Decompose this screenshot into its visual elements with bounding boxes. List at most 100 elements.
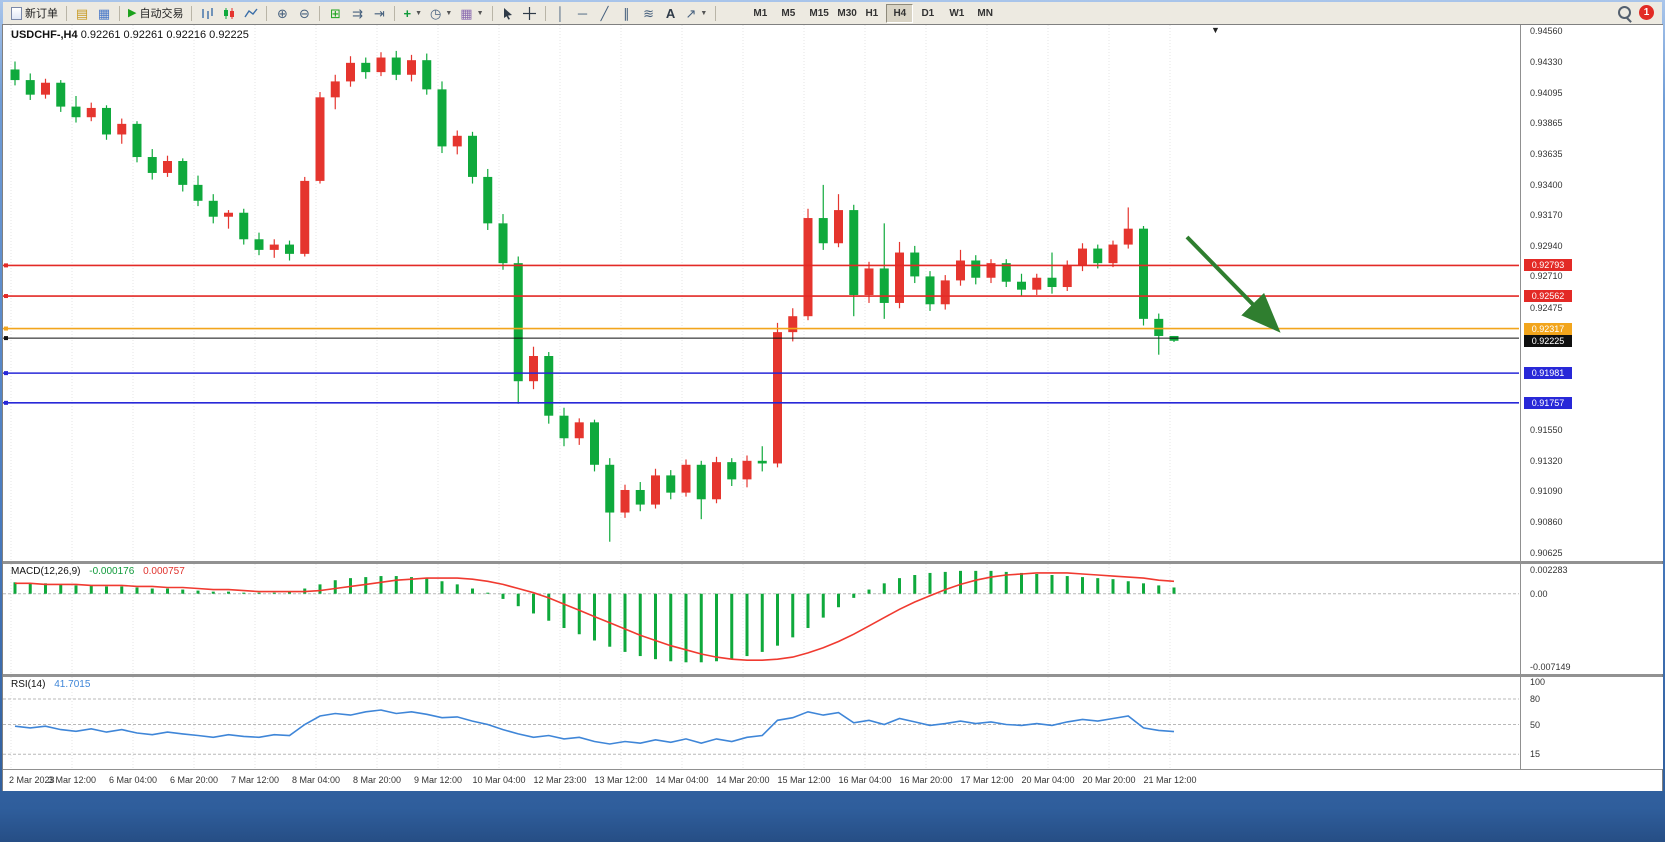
macd-canvas[interactable] <box>3 564 1519 674</box>
new-order-icon <box>11 6 22 20</box>
timeframe-button-m15[interactable]: M15 <box>802 4 829 23</box>
current-price-tag: 0.92225 <box>1524 334 1572 347</box>
rsi-name: RSI(14) <box>11 679 46 690</box>
macd-axis[interactable]: 0.002283 0.00 -0.007149 <box>1520 564 1663 674</box>
horizontal-line-icon: ─ <box>577 5 588 21</box>
timeframe-button-w1[interactable]: W1 <box>942 4 969 23</box>
trendline-tool-button[interactable]: ╱ <box>594 3 616 23</box>
line-chart-icon <box>244 8 259 17</box>
price-tick: 0.91550 <box>1530 425 1563 436</box>
crosshair-icon <box>523 6 537 20</box>
line-chart-button[interactable] <box>240 3 262 23</box>
timeframe-button-m1[interactable]: M1 <box>746 4 773 23</box>
periods-button[interactable]: ◷ ▼ <box>426 3 456 23</box>
indicators-button[interactable]: + ▼ <box>399 3 426 23</box>
chart-shift-icon: ⇥ <box>374 5 385 21</box>
new-chart-icon: ▤ <box>75 5 89 21</box>
time-axis-label: 21 Mar 12:00 <box>1143 775 1197 785</box>
time-axis-label: 14 Mar 04:00 <box>655 775 709 785</box>
trend-arrow-annotation[interactable] <box>1185 235 1281 333</box>
time-axis-label: 9 Mar 12:00 <box>413 775 463 785</box>
toolbar-separator <box>191 5 193 21</box>
ohlc-values: 0.92261 0.92261 0.92216 0.92225 <box>80 29 249 41</box>
autotrading-button[interactable]: ▶ 自动交易 <box>124 3 187 23</box>
time-axis-label: 8 Mar 04:00 <box>291 775 341 785</box>
price-tick: 0.93400 <box>1530 179 1563 190</box>
time-axis[interactable]: 2 Mar 2023 3 Mar 12:00 6 Mar 04:00 6 Mar 20… <box>3 769 1662 791</box>
time-axis-label: 8 Mar 20:00 <box>352 775 402 785</box>
zoom-out-icon: ⊖ <box>299 5 310 21</box>
toolbar-right-group: 1 <box>1618 5 1654 20</box>
channel-tool-button[interactable]: ∥ <box>616 3 638 23</box>
autotrading-play-icon: ▶ <box>128 6 137 19</box>
notification-badge[interactable]: 1 <box>1639 5 1654 20</box>
chart-profiles-button[interactable]: ▦ <box>93 3 115 23</box>
candlestick-chart-icon <box>224 7 235 19</box>
new-order-button[interactable]: 新订单 <box>7 3 62 23</box>
timeframe-group: M1 M5 M15 M30 H1 H4 D1 W1 MN <box>746 3 997 23</box>
timeframe-button-m30[interactable]: M30 <box>830 4 857 23</box>
autotrading-label: 自动交易 <box>139 8 184 20</box>
macd-name: MACD(12,26,9) <box>11 566 81 577</box>
timeframe-button-m5[interactable]: M5 <box>774 4 801 23</box>
level-price-tag: 0.92317 <box>1524 322 1572 335</box>
level-price-tag: 0.91981 <box>1524 367 1572 380</box>
timeframe-button-mn[interactable]: MN <box>970 4 997 23</box>
time-axis-label: 2 Mar 2023 <box>9 775 55 785</box>
zoom-out-button[interactable]: ⊖ <box>293 3 315 23</box>
time-axis-label: 12 Mar 23:00 <box>533 775 587 785</box>
price-tick: 0.92940 <box>1530 240 1563 251</box>
vertical-line-tool-button[interactable]: │ <box>550 3 572 23</box>
arrows-tool-button[interactable]: ↗ ▼ <box>682 3 712 23</box>
level-price-tag: 0.91757 <box>1524 396 1572 409</box>
crosshair-button[interactable] <box>519 3 541 23</box>
text-tool-icon: A <box>665 5 676 21</box>
price-axis[interactable]: 0.94560 0.94330 0.94095 0.93865 0.93635 0.934… <box>1520 25 1663 561</box>
chart-shift-button[interactable]: ⇥ <box>368 3 390 23</box>
chart-profiles-icon: ▦ <box>97 5 111 21</box>
time-axis-label: 15 Mar 12:00 <box>777 775 831 785</box>
bar-chart-button[interactable] <box>196 3 218 23</box>
rsi-axis[interactable]: 100 80 50 15 <box>1520 677 1663 769</box>
price-tick: 0.93170 <box>1530 210 1563 221</box>
cursor-button[interactable] <box>497 3 519 23</box>
auto-scroll-button[interactable]: ⇉ <box>346 3 368 23</box>
arrow-tool-icon: ↗ <box>685 5 697 21</box>
chart-shift-marker[interactable]: ▼ <box>1211 25 1220 35</box>
macd-label: MACD(12,26,9) -0.000176 0.000757 <box>11 566 185 577</box>
tile-windows-button[interactable]: ⊞ <box>324 3 346 23</box>
macd-panel: MACD(12,26,9) -0.000176 0.000757 0.00228… <box>3 564 1663 674</box>
text-tool-button[interactable]: A <box>660 3 682 23</box>
time-axis-label: 3 Mar 12:00 <box>47 775 97 785</box>
time-axis-label: 14 Mar 20:00 <box>716 775 770 785</box>
search-icon[interactable] <box>1618 6 1631 19</box>
template-icon: ▦ <box>460 5 473 21</box>
cursor-icon <box>503 7 512 20</box>
price-tick: 0.92475 <box>1530 302 1563 313</box>
toolbar-separator <box>544 5 546 21</box>
timeframe-button-h1[interactable]: H1 <box>858 4 885 23</box>
main-toolbar: 新订单 ▤ ▦ ▶ 自动交易 ⊕ ⊖ ⊞ ⇉ ⇥ + ▼ ◷ ▼ ▦ ▼ <box>3 2 1662 25</box>
time-axis-label: 20 Mar 20:00 <box>1082 775 1136 785</box>
candlestick-chart-button[interactable] <box>218 3 240 23</box>
fibonacci-tool-button[interactable]: ≋ <box>638 3 660 23</box>
price-tick: 0.93865 <box>1530 118 1563 129</box>
time-axis-label: 17 Mar 12:00 <box>960 775 1014 785</box>
horizontal-line-tool-button[interactable]: ─ <box>572 3 594 23</box>
chart-title: USDCHF-,H4 0.92261 0.92261 0.92216 0.922… <box>11 29 249 41</box>
templates-button[interactable]: ▦ ▼ <box>456 3 487 23</box>
toolbar-separator <box>715 5 717 21</box>
timeframe-button-h4[interactable]: H4 <box>886 3 914 23</box>
timeframe-button-d1[interactable]: D1 <box>914 4 941 23</box>
time-axis-label: 6 Mar 04:00 <box>108 775 158 785</box>
price-tick: 0.91090 <box>1530 486 1563 497</box>
rsi-canvas[interactable] <box>3 677 1519 769</box>
zoom-in-button[interactable]: ⊕ <box>271 3 293 23</box>
macd-main-value: -0.000176 <box>89 566 135 577</box>
new-order-label: 新订单 <box>25 8 58 20</box>
new-chart-button[interactable]: ▤ <box>71 3 93 23</box>
vertical-line-icon: │ <box>556 5 565 21</box>
price-tick: 0.93635 <box>1530 148 1563 159</box>
main-chart-canvas[interactable] <box>3 25 1519 561</box>
